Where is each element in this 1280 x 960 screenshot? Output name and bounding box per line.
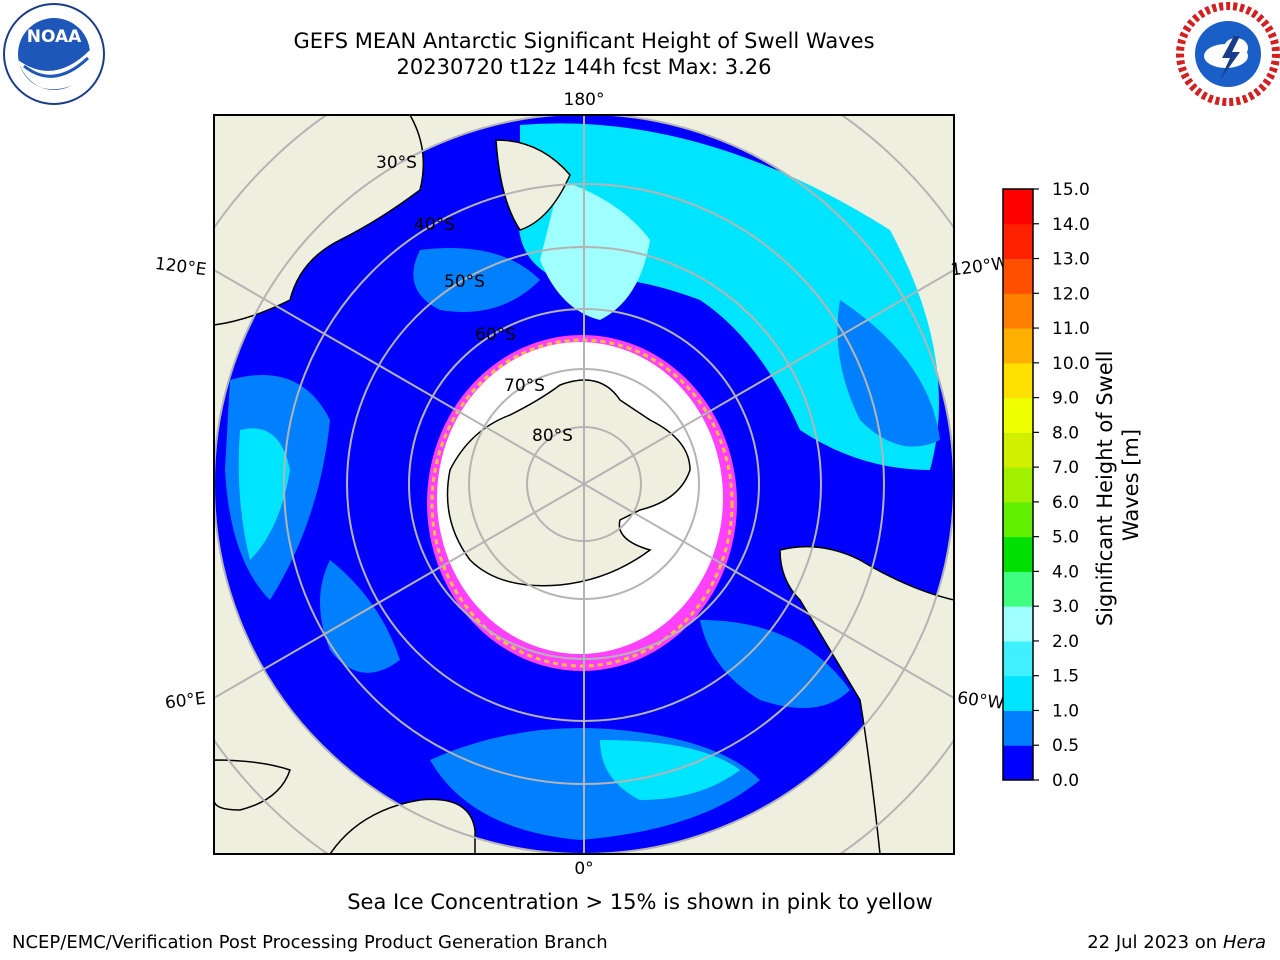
colorbar-tick-label: 3.0 bbox=[1052, 597, 1079, 617]
colorbar-swatch bbox=[1003, 467, 1033, 503]
colorbar-tick-label: 13.0 bbox=[1052, 250, 1090, 270]
lat-label-80s: 80°S bbox=[532, 426, 573, 446]
lat-label-60s: 60°S bbox=[475, 325, 516, 345]
colorbar-frame bbox=[1002, 188, 1034, 781]
lon-label-180: 180° bbox=[564, 90, 605, 110]
colorbar-swatch bbox=[1003, 397, 1033, 433]
colorbar-swatch bbox=[1003, 606, 1033, 642]
colorbar-swatch bbox=[1003, 536, 1033, 572]
antarctica bbox=[446, 379, 691, 587]
colorbar-tick-label: 9.0 bbox=[1052, 389, 1079, 409]
lon-label-60e: 60°E bbox=[164, 689, 207, 714]
africa bbox=[329, 798, 476, 854]
colorbar-tick-label: 12.0 bbox=[1052, 284, 1090, 304]
colorbar-swatch bbox=[1003, 675, 1033, 711]
lon-label-120e: 120°E bbox=[154, 254, 208, 280]
colorbar-label-line1: Significant Height of Swell bbox=[1093, 351, 1117, 627]
chart-title: GEFS MEAN Antarctic Significant Height o… bbox=[293, 29, 875, 53]
graticule bbox=[214, 115, 954, 854]
colorbar-tick-label: 14.0 bbox=[1052, 215, 1090, 235]
noaa-logo: NOAA bbox=[3, 3, 105, 105]
footer-credit: NCEP/EMC/Verification Post Processing Pr… bbox=[12, 932, 608, 953]
nws-logo bbox=[1176, 2, 1280, 106]
colorbar-swatch bbox=[1003, 640, 1033, 677]
lat-label-40s: 40°S bbox=[414, 215, 455, 235]
colorbar-swatch bbox=[1003, 258, 1033, 294]
lat-label-50s: 50°S bbox=[444, 272, 485, 292]
colorbar-swatch bbox=[1003, 571, 1033, 607]
footer-host: Hera bbox=[1222, 932, 1266, 953]
footer-date-text: 22 Jul 2023 on bbox=[1087, 932, 1223, 953]
lat-label-70s: 70°S bbox=[504, 376, 545, 396]
sea-ice-caption: Sea Ice Concentration > 15% is shown in … bbox=[347, 890, 933, 914]
swell-field-peak bbox=[540, 180, 650, 320]
colorbar-tick-label: 1.5 bbox=[1052, 667, 1079, 687]
chart-subtitle: 20230720 t12z 144h fcst Max: 3.26 bbox=[396, 55, 772, 79]
new-zealand bbox=[495, 139, 571, 231]
madagascar bbox=[214, 759, 291, 811]
colorbar-swatch bbox=[1003, 223, 1033, 260]
lon-label-120w: 120°W bbox=[950, 254, 1010, 281]
map-area bbox=[214, 115, 954, 854]
colorbar-tick-label: 0.0 bbox=[1052, 771, 1079, 791]
colorbar-tick-label: 10.0 bbox=[1052, 354, 1090, 374]
lon-label-60w: 60°W bbox=[956, 688, 1005, 714]
colorbar-swatch bbox=[1003, 328, 1033, 364]
colorbar-tick-label: 11.0 bbox=[1052, 319, 1090, 339]
colorbar-tick-label: 7.0 bbox=[1052, 458, 1079, 478]
colorbar-swatch bbox=[1003, 189, 1033, 225]
colorbar-swatch bbox=[1003, 432, 1033, 468]
colorbar-tick-label: 15.0 bbox=[1052, 180, 1090, 200]
map-frame bbox=[213, 114, 955, 855]
lon-label-0: 0° bbox=[574, 859, 593, 879]
colorbar-swatch bbox=[1003, 293, 1033, 329]
colorbar-tick-label: 2.0 bbox=[1052, 632, 1079, 652]
colorbar-tick-label: 6.0 bbox=[1052, 493, 1079, 513]
colorbar-label: Significant Height of Swell Waves [m] bbox=[1093, 344, 1143, 626]
colorbar-tick-label: 5.0 bbox=[1052, 528, 1079, 548]
colorbar-swatch bbox=[1003, 710, 1033, 746]
colorbar-swatch bbox=[1003, 745, 1033, 781]
noaa-logo-text: NOAA bbox=[27, 27, 82, 47]
colorbar-tick-label: 0.5 bbox=[1052, 736, 1079, 756]
colorbar-tick-label: 1.0 bbox=[1052, 701, 1079, 721]
colorbar: 0.0 0.5 1.0 1.5 2.0 3.0 4.0 5.0 6.0 7.0 8.0 9.0 10.0… bbox=[1002, 180, 1090, 791]
lat-label-30s: 30°S bbox=[376, 153, 417, 173]
colorbar-label-line2: Waves [m] bbox=[1119, 429, 1143, 541]
footer-date: 22 Jul 2023 on Hera bbox=[1087, 932, 1266, 953]
colorbar-swatch bbox=[1003, 362, 1033, 399]
australia bbox=[214, 115, 425, 326]
colorbar-tick-label: 4.0 bbox=[1052, 562, 1079, 582]
colorbar-swatch bbox=[1003, 501, 1033, 538]
colorbar-tick-label: 8.0 bbox=[1052, 423, 1079, 443]
